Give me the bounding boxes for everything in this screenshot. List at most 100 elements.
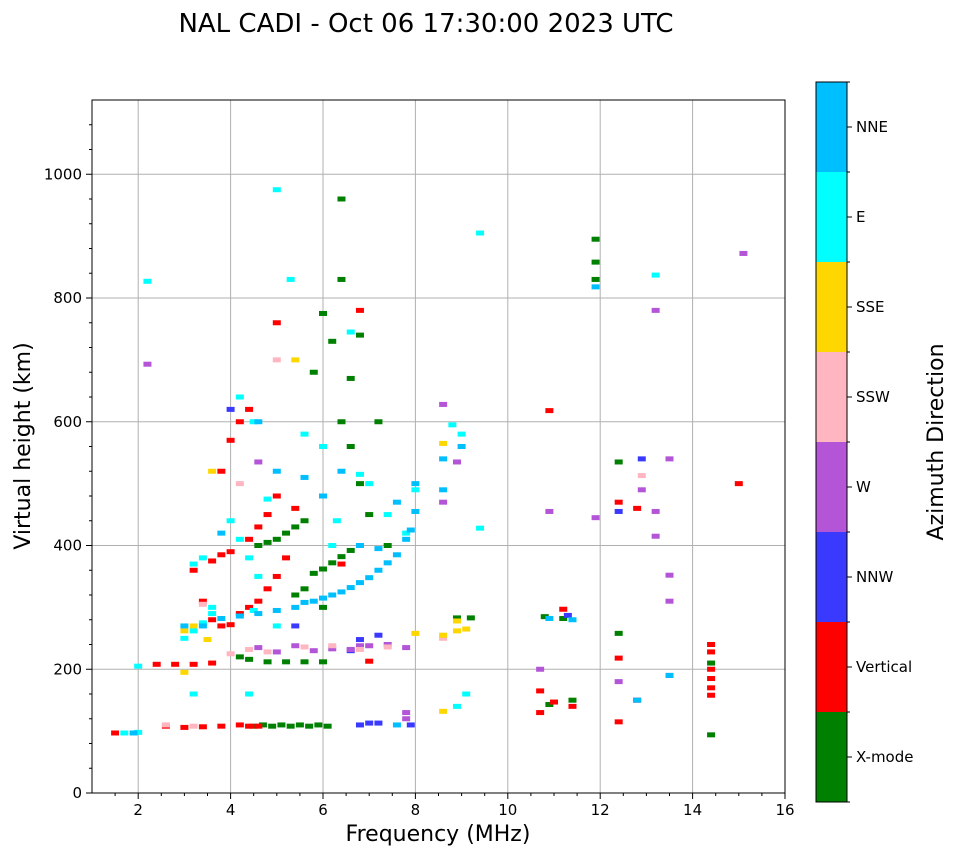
point-e [328, 543, 337, 548]
point-x-mode [314, 722, 323, 728]
point-w [651, 508, 660, 514]
point-vertical [707, 676, 716, 682]
point-vertical [217, 552, 226, 558]
point-x-mode [295, 722, 304, 728]
point-vertical [217, 723, 226, 729]
point-x-mode [328, 338, 337, 344]
point-nne [374, 546, 383, 552]
point-vertical [217, 468, 226, 474]
y-tick-label: 200 [53, 660, 82, 678]
point-e [134, 729, 143, 735]
point-e [189, 561, 198, 567]
colorbar-swatch [816, 622, 847, 712]
point-w [637, 487, 646, 493]
point-x-mode [568, 697, 577, 703]
point-e [476, 525, 485, 531]
colorbar-swatch [816, 262, 847, 352]
point-vertical [568, 703, 577, 709]
point-vertical [272, 320, 281, 326]
point-sse [439, 632, 448, 638]
point-vertical [245, 536, 254, 542]
point-nne [337, 468, 346, 474]
point-vertical [291, 505, 300, 511]
point-vertical [189, 661, 198, 667]
colorbar-label: X-mode [856, 748, 913, 766]
point-sse [189, 623, 198, 629]
point-ssw [235, 481, 244, 487]
point-nne [300, 599, 309, 605]
point-w [355, 643, 364, 649]
point-e [180, 635, 189, 641]
colorbar-label: NNE [856, 118, 888, 136]
point-vertical [189, 567, 198, 573]
point-x-mode [346, 375, 355, 381]
x-axis-label: Frequency (MHz) [346, 822, 531, 847]
point-vertical [282, 555, 291, 561]
point-vertical [208, 558, 217, 564]
point-x-mode [277, 722, 286, 728]
point-vertical [245, 723, 254, 729]
point-w [402, 710, 411, 716]
point-x-mode [707, 660, 716, 666]
point-nne [235, 613, 244, 619]
point-nne [457, 444, 466, 449]
point-e [245, 555, 254, 561]
point-e [208, 604, 217, 610]
point-e [411, 487, 420, 493]
x-tick-label: 4 [226, 801, 236, 819]
point-w [291, 643, 300, 649]
point-vertical [545, 408, 554, 414]
point-x-mode [337, 554, 346, 560]
point-sse [208, 468, 217, 474]
point-e [286, 276, 295, 282]
colorbar-label: Vertical [856, 658, 912, 676]
point-e [249, 607, 258, 613]
point-x-mode [254, 543, 263, 548]
point-vertical [180, 724, 189, 730]
point-e [226, 518, 235, 524]
point-sse [180, 669, 189, 675]
point-x-mode [300, 586, 309, 592]
point-e [448, 422, 457, 428]
colorbar-label: W [856, 478, 871, 496]
y-axis-ticks: 0 200 400 600 800 1000 [44, 124, 92, 802]
point-sse [439, 708, 448, 714]
point-sse [452, 628, 461, 634]
point-x-mode [291, 592, 300, 598]
y-tick-label: 400 [53, 537, 82, 555]
point-nnw [365, 720, 374, 726]
point-nnw [374, 720, 383, 726]
point-vertical [152, 661, 161, 667]
point-vertical [536, 710, 545, 716]
point-nne [568, 617, 577, 623]
colorbar-label: SSE [856, 298, 885, 316]
point-vertical [254, 524, 263, 530]
point-x-mode [291, 524, 300, 530]
point-vertical [254, 723, 263, 729]
point-e [452, 703, 461, 709]
data-points [111, 187, 748, 738]
point-e [198, 555, 207, 561]
point-w [536, 666, 545, 672]
point-vertical [235, 722, 244, 728]
point-vertical [198, 724, 207, 730]
point-sse [203, 637, 212, 643]
point-nne [319, 595, 327, 601]
point-nne [392, 722, 401, 728]
point-x-mode [319, 604, 327, 610]
point-vertical [559, 606, 568, 612]
colorbar: X-mode Vertical NNW W SSW SSE E NNE [815, 81, 913, 803]
point-nne [198, 623, 207, 629]
point-x-mode [591, 236, 600, 242]
point-vertical [614, 655, 623, 661]
colorbar-swatch [816, 532, 847, 622]
point-nne [346, 585, 355, 591]
point-vertical [355, 307, 364, 313]
point-x-mode [323, 723, 332, 729]
point-nne [254, 419, 263, 425]
x-tick-label: 8 [411, 801, 421, 819]
point-sse [452, 618, 461, 624]
point-x-mode [591, 259, 600, 265]
point-x-mode [268, 723, 277, 729]
point-vertical [550, 699, 558, 705]
